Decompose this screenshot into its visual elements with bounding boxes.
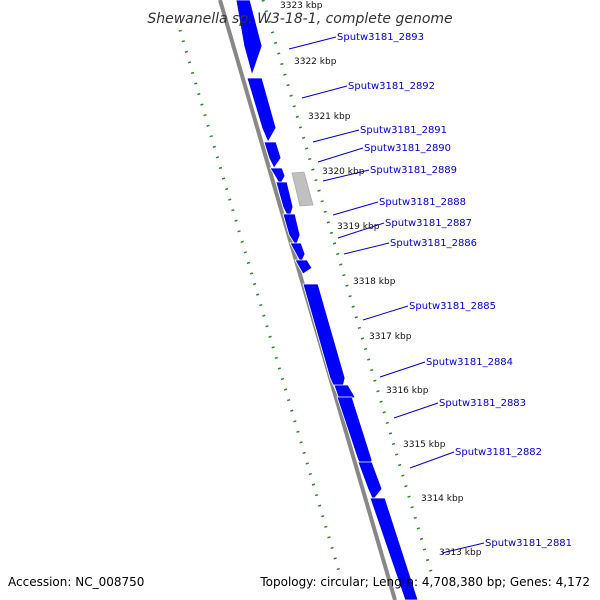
tick-label: 3316 kbp (386, 386, 429, 396)
leader-line (362, 305, 409, 321)
tick-label: 3314 kbp (421, 494, 464, 504)
gene-arrow-2888[interactable] (282, 213, 301, 247)
gene-label-2881[interactable]: Sputw3181_2881 (485, 538, 572, 549)
gene-arrow-2881[interactable] (369, 497, 419, 600)
gene-arrow-2890[interactable] (269, 167, 286, 186)
leader-line (312, 129, 360, 143)
gene-label-2883[interactable]: Sputw3181_2883 (439, 398, 526, 409)
tick-label: 3319 kbp (337, 222, 380, 232)
genome-summary-text: Topology: circular; Length: 4,708,380 bp… (259, 575, 590, 589)
leader-line (409, 451, 455, 469)
gene-label-2886[interactable]: Sputw3181_2886 (390, 238, 477, 249)
leader-line (343, 242, 390, 255)
tick-label: 3318 kbp (353, 277, 396, 287)
gene-arrow-2882[interactable] (357, 461, 383, 501)
outer-dotted-track (178, 29, 342, 576)
gene-arrow-2887[interactable] (289, 242, 306, 264)
tick-dotted-track (261, 0, 434, 576)
leader-line (337, 222, 385, 239)
gene-leader-lines (288, 36, 485, 554)
gene-label-2887[interactable]: Sputw3181_2887 (385, 218, 472, 229)
gene-label-2891[interactable]: Sputw3181_2891 (360, 125, 447, 136)
gene-label-2889[interactable]: Sputw3181_2889 (370, 165, 457, 176)
gene-label-2892[interactable]: Sputw3181_2892 (348, 81, 435, 92)
gene-arrow-2893[interactable] (235, 0, 263, 77)
leader-line (322, 169, 370, 182)
leader-line (379, 361, 426, 378)
leader-line (332, 201, 379, 216)
gene-arrow-2892[interactable] (246, 77, 277, 143)
tick-label: 3321 kbp (308, 112, 351, 122)
gene-label-2888[interactable]: Sputw3181_2888 (379, 197, 466, 208)
leader-line (441, 542, 485, 554)
gene-label-2882[interactable]: Sputw3181_2882 (455, 447, 542, 458)
map-title: Shewanella sp. W3-18-1, complete genome (147, 11, 452, 27)
gene-label-2890[interactable]: Sputw3181_2890 (364, 143, 451, 154)
tick-label: 3315 kbp (403, 440, 446, 450)
leader-line (301, 85, 348, 99)
gene-track (235, 0, 419, 600)
misc-feature (291, 171, 314, 207)
gene-arrow-2885[interactable] (302, 283, 346, 402)
leader-line (317, 147, 364, 163)
gene-arrow-2889[interactable] (275, 181, 294, 221)
leader-line (393, 402, 439, 419)
gene-label-2893[interactable]: Sputw3181_2893 (337, 32, 424, 43)
gene-arrow-2891[interactable] (263, 141, 282, 169)
tick-label: 3320 kbp (322, 167, 365, 177)
tick-label: 3313 kbp (439, 548, 482, 558)
gene-labels: Sputw3181_2893 Sputw3181_2892 Sputw3181_… (337, 32, 572, 549)
tick-label: 3323 kbp (280, 1, 323, 11)
gene-arrow-2886[interactable] (294, 259, 313, 275)
gene-label-2885[interactable]: Sputw3181_2885 (409, 301, 496, 312)
accession-text: Accession: NC_008750 (8, 575, 144, 589)
kbp-tick-labels: 3323 kbp 3322 kbp 3321 kbp 3320 kbp 3319… (280, 1, 482, 558)
gene-label-2884[interactable]: Sputw3181_2884 (426, 357, 513, 368)
leader-line (288, 36, 337, 50)
tick-label: 3322 kbp (294, 57, 337, 67)
tick-label: 3317 kbp (369, 332, 412, 342)
